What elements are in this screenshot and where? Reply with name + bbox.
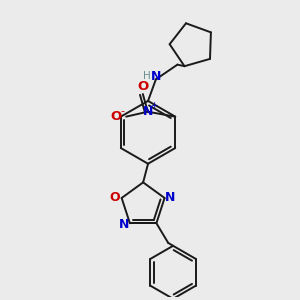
Text: N: N: [151, 70, 161, 83]
Text: +: +: [150, 101, 158, 110]
Text: N: N: [165, 190, 176, 203]
Text: O: O: [110, 190, 120, 203]
Text: -: -: [120, 106, 124, 116]
Text: N: N: [142, 105, 153, 118]
Text: H: H: [143, 71, 151, 81]
Text: O: O: [137, 80, 148, 93]
Text: N: N: [119, 218, 129, 231]
Text: O: O: [111, 110, 122, 123]
